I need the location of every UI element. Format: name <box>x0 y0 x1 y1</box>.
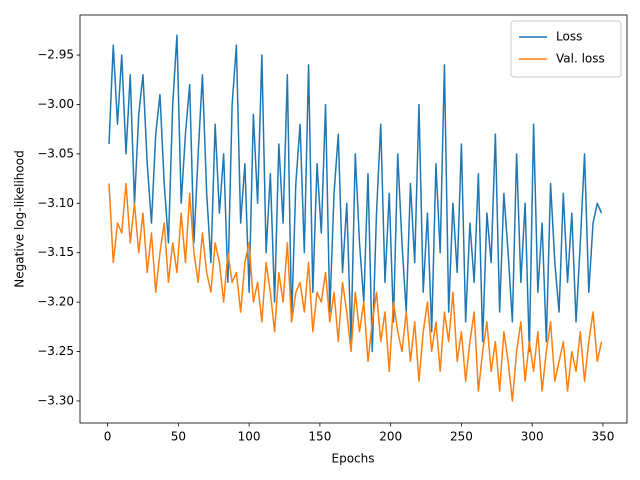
series-line <box>108 34 603 353</box>
x-tick-label: 150 <box>308 430 331 444</box>
x-tick-label: 50 <box>171 430 186 444</box>
x-tick-label: 100 <box>238 430 261 444</box>
plot-frame <box>79 14 628 424</box>
legend-box <box>510 20 622 78</box>
x-tick-label: 300 <box>521 430 544 444</box>
y-axis-label: Negative log-likelihood <box>13 150 27 287</box>
y-tick-label: −2.95 <box>37 48 74 62</box>
y-tick-label: −3.20 <box>37 295 74 309</box>
x-axis-label: Epochs <box>332 452 375 466</box>
y-tick-label: −3.15 <box>37 245 74 259</box>
y-tick-label: −3.10 <box>37 196 74 210</box>
y-tick-label: −3.05 <box>37 146 74 160</box>
y-tick-label: −3.00 <box>37 97 74 111</box>
x-tick-label: 0 <box>104 430 112 444</box>
legend-label: Loss <box>556 30 582 44</box>
series-line <box>108 182 603 402</box>
y-tick-label: −3.25 <box>37 344 74 358</box>
legend-label: Val. loss <box>556 52 605 66</box>
x-tick-label: 350 <box>591 430 614 444</box>
y-tick-label: −3.30 <box>37 393 74 407</box>
x-tick-label: 250 <box>450 430 473 444</box>
x-tick-label: 200 <box>379 430 402 444</box>
